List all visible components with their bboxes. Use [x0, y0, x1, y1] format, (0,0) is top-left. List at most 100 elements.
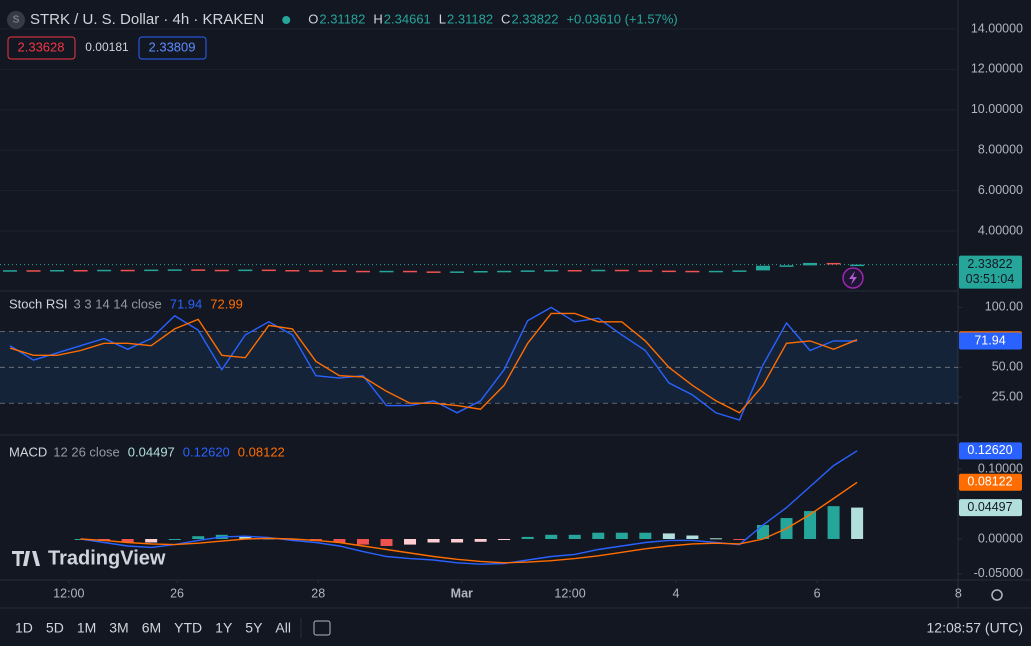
candle-body [708, 270, 723, 273]
range-toolbar: 1D 5D 1M 3M 6M YTD 1Y 5Y All [15, 620, 291, 636]
indicator-value: 71.94 [170, 296, 203, 311]
x-tick-label: 26 [170, 586, 184, 600]
histogram-bar [686, 535, 699, 539]
range-button[interactable]: 3M [109, 620, 128, 636]
candle-body [403, 270, 418, 273]
candle-body [238, 269, 253, 272]
series-value-tag-bg [959, 473, 1022, 491]
candle-body [450, 271, 465, 273]
y-tick-label: 0.00000 [978, 531, 1023, 545]
candle-body [214, 269, 229, 272]
ohlc-key: C [501, 11, 510, 26]
ohlc-value: 2.34661 [384, 11, 431, 26]
candle-body [73, 270, 88, 272]
histogram-bar [662, 533, 675, 539]
y-tick-label: 50.00 [992, 360, 1023, 374]
x-tick-label: 4 [672, 586, 679, 600]
candle-body [144, 269, 159, 272]
y-tick-label: 14.00000 [971, 21, 1023, 35]
candle-body [779, 265, 794, 267]
x-tick-label: 12:00 [554, 586, 585, 600]
symbol-icon [7, 11, 25, 29]
histogram-bar [545, 534, 558, 539]
candle-body [685, 270, 700, 273]
range-button[interactable]: 1D [15, 620, 33, 636]
y-tick-label: 100.00 [985, 300, 1023, 314]
histogram-value-tag: 0.04497 [967, 500, 1012, 514]
indicator-value: 0.08122 [238, 444, 285, 459]
candle-body [544, 270, 559, 272]
ohlc-value: 2.31182 [319, 11, 365, 26]
x-tick-label: 12:00 [53, 586, 84, 600]
sell-price[interactable]: 2.33628 [18, 39, 65, 54]
histogram-bar [521, 536, 534, 539]
y-tick-label: 12.00000 [971, 62, 1023, 76]
candle-body [50, 270, 65, 272]
indicator-value: 0.04497 [128, 444, 175, 459]
candle-body [614, 269, 629, 272]
candle-body [191, 269, 206, 271]
candle-body [261, 269, 276, 272]
y-tick-label: 0.10000 [978, 461, 1023, 475]
series-line [9, 312, 858, 414]
histogram-bar [615, 532, 628, 539]
series-value-tag: 71.94 [974, 333, 1005, 347]
candle-body [308, 270, 323, 272]
ohlc-key: O [308, 11, 318, 26]
histogram-bar [474, 539, 487, 542]
settings-icon[interactable] [991, 589, 1003, 601]
range-button[interactable]: 5D [46, 620, 64, 636]
buy-price[interactable]: 2.33809 [149, 39, 196, 54]
last-price-bg [959, 255, 1022, 289]
spread: 0.00181 [85, 40, 129, 54]
histogram-bar [709, 538, 722, 540]
ohlc-legend: O 2.31182 H 2.34661 L 2.31182 C 2.33822 +0.03610… [308, 11, 678, 26]
x-tick-label: Mar [451, 586, 473, 600]
symbol-icon-letter: S [13, 15, 20, 26]
range-button[interactable]: YTD [174, 620, 202, 636]
date-range-icon[interactable] [313, 620, 331, 636]
y-tick-label: 4.00000 [978, 223, 1023, 237]
last-price: 2.33822 [967, 257, 1012, 271]
indicator-value: 0.12620 [183, 444, 230, 459]
histogram-bar [568, 534, 581, 539]
candle-body [3, 270, 17, 272]
range-button[interactable]: 5Y [245, 620, 263, 636]
clock: 12:08:57 (UTC) [927, 620, 1023, 636]
range-button[interactable]: All [275, 620, 291, 636]
candle-body [850, 264, 865, 267]
ohlc-key: L [439, 11, 446, 26]
series-value-tag-bg [959, 442, 1022, 460]
histogram-bar [121, 539, 134, 543]
candle-body [591, 269, 606, 272]
candle-body [661, 270, 676, 273]
histogram-bar [804, 511, 817, 539]
range-button[interactable]: 1M [77, 620, 96, 636]
ohlc-value: 2.33822 [511, 11, 558, 26]
ohlc-key: H [373, 11, 382, 26]
histogram-bar [639, 532, 652, 539]
symbol-title[interactable]: STRK / U. S. Dollar · 4h · KRAKEN [30, 11, 264, 28]
candle-body [167, 269, 182, 271]
logo-text: TradingView [48, 547, 166, 569]
bar-countdown: 03:51:04 [966, 272, 1015, 286]
histogram-bar [380, 539, 393, 546]
candle-body [755, 265, 770, 271]
indicator-name: MACD [9, 444, 47, 459]
histogram-bar [427, 539, 440, 543]
sell-button[interactable] [7, 36, 76, 60]
series-value-tag: 0.12620 [967, 443, 1012, 457]
histogram-bar [733, 539, 746, 540]
candle-body [732, 270, 747, 272]
candle-body [120, 269, 135, 272]
candle-body [26, 270, 41, 272]
buy-button[interactable] [138, 36, 207, 60]
candle-body [497, 270, 512, 273]
candle-body [379, 270, 394, 273]
histogram-bar [168, 539, 181, 540]
range-button[interactable]: 6M [142, 620, 161, 636]
range-button[interactable]: 1Y [215, 620, 233, 636]
y-tick-label: 25.00 [992, 390, 1023, 404]
histogram-bar [451, 539, 464, 543]
histogram-bar [145, 539, 158, 543]
